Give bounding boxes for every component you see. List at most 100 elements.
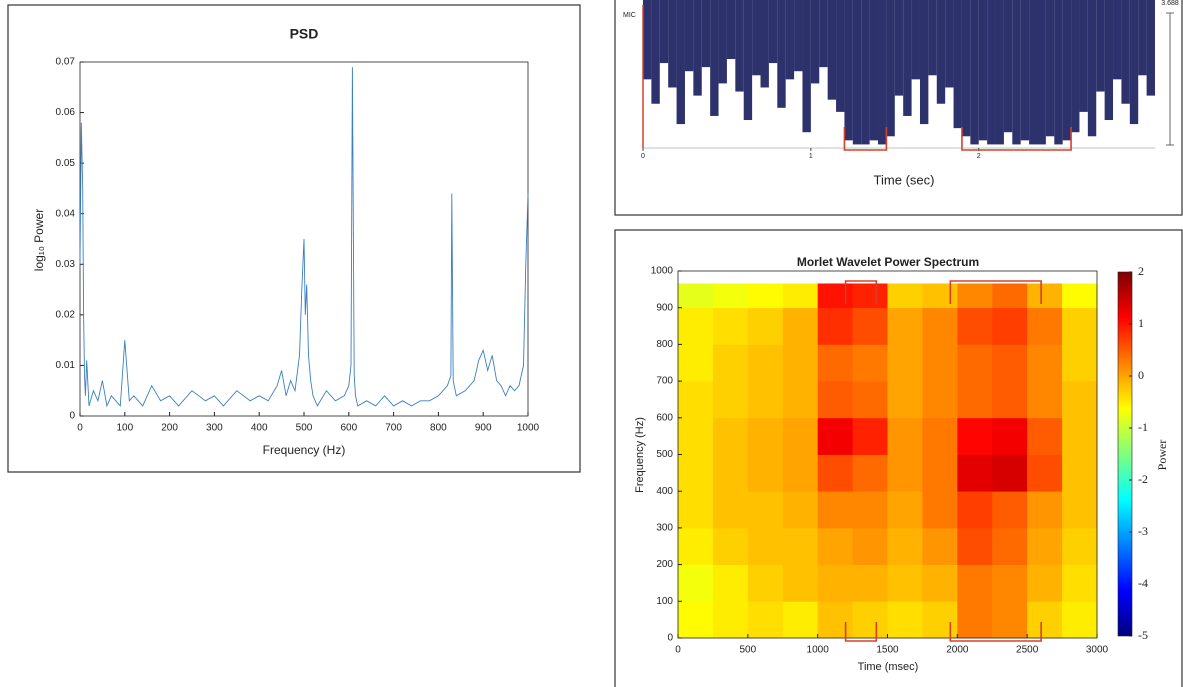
heat-cell (922, 381, 958, 419)
heat-cell (1027, 381, 1063, 419)
heat-cell (852, 307, 888, 345)
heat-cell (1027, 307, 1063, 345)
heat-cell (992, 283, 1028, 309)
waveform-bar (676, 0, 685, 125)
waveform-bar (819, 0, 828, 68)
heat-cell (852, 491, 888, 529)
y-tick-label: 700 (656, 376, 673, 387)
waveform-bar (726, 0, 736, 60)
psd-title: PSD (290, 26, 319, 42)
waveform-bar (1096, 0, 1105, 92)
heat-cell (887, 601, 923, 639)
region-bracket (844, 280, 878, 304)
heat-cell (712, 454, 749, 492)
waveform-bar (919, 0, 929, 125)
x-tick-label: 2000 (946, 645, 969, 656)
heat-cell (922, 307, 958, 345)
heat-cell (747, 417, 784, 455)
heat-cell (922, 491, 958, 529)
x-tick-label: 2 (977, 153, 981, 160)
heat-cell (852, 527, 888, 565)
waveform-bar (760, 0, 769, 88)
heat-cell (852, 564, 888, 602)
heat-cell (782, 601, 819, 639)
colorbar-tick-label: -5 (1138, 628, 1148, 642)
y-tick-label: 300 (656, 523, 673, 534)
heat-cell (922, 344, 958, 382)
heat-cell (1062, 564, 1098, 602)
heat-cell (712, 381, 749, 419)
heat-cell (1062, 307, 1098, 345)
x-tick-label: 500 (739, 645, 756, 656)
y-tick-label: 0 (69, 411, 75, 422)
y-tick-label: 800 (656, 339, 673, 350)
y-tick-label: 200 (656, 559, 673, 570)
heat-cell (992, 454, 1028, 492)
channel-label: MIC (623, 12, 636, 19)
heat-cell (678, 283, 714, 309)
waveform-bar (743, 0, 753, 121)
waveform-bar (1037, 0, 1046, 145)
heat-cell (712, 491, 749, 529)
waveform-bar (802, 0, 811, 133)
heat-cell (747, 601, 784, 639)
y-tick-label: 0.07 (56, 57, 76, 68)
colorbar-tick-label: -1 (1138, 420, 1148, 434)
heat-cell (992, 417, 1028, 455)
waveform-bar (1071, 0, 1080, 133)
heat-cell (678, 344, 714, 382)
heat-cell (782, 344, 819, 382)
heat-cell (817, 307, 853, 345)
heat-cell (1062, 283, 1098, 309)
region-bracket (844, 622, 878, 642)
colorbar-tick-label: -2 (1138, 472, 1148, 486)
waveform-bar (777, 0, 786, 108)
heat-cell (992, 307, 1028, 345)
waveform-bar (1079, 0, 1088, 112)
waveform-bar (668, 0, 677, 88)
heat-cell (852, 344, 888, 382)
heat-cell (678, 491, 714, 529)
heat-cell (747, 344, 784, 382)
colorbar-label: Power (1155, 440, 1169, 471)
heat-cell (852, 381, 888, 419)
waveform-bar (886, 0, 895, 137)
waveform-bar (710, 0, 719, 116)
heat-cell (817, 344, 853, 382)
heat-cell (1027, 564, 1063, 602)
region-bracket (843, 127, 888, 151)
heat-cell (1027, 454, 1063, 492)
region-bracket (961, 127, 1072, 151)
heat-cell (678, 381, 714, 419)
waveform-bar (752, 0, 761, 76)
heat-cell (1062, 491, 1098, 529)
waveform-bar (735, 0, 744, 92)
y-tick-label: 0.02 (56, 309, 76, 320)
heat-cell (782, 491, 819, 529)
y-tick-label: 0.06 (56, 107, 76, 118)
waveform-bar (1062, 0, 1072, 141)
y-tick-label: 500 (656, 449, 673, 460)
heat-cell (852, 417, 888, 455)
y-tick-label: 0.03 (56, 259, 76, 270)
waveform-bar (936, 0, 946, 104)
psd-panel (7, 4, 581, 473)
heat-cell (782, 564, 819, 602)
waveform-bar (1029, 0, 1038, 145)
spectrogram-y-label: Frequency (Hz) (634, 417, 646, 493)
heat-cell (992, 381, 1028, 419)
heat-cell (957, 307, 993, 345)
colorbar (1117, 271, 1133, 637)
heat-cell (1027, 601, 1063, 639)
y-tick-label: 0.04 (56, 208, 76, 219)
psd-x-label: Frequency (Hz) (263, 443, 346, 457)
waveform-bar (878, 0, 887, 145)
heat-cell (922, 564, 958, 602)
heat-cell (817, 491, 853, 529)
waveform-bar (894, 0, 904, 96)
heat-cell (957, 454, 993, 492)
heat-cell (957, 381, 993, 419)
heat-cell (747, 283, 784, 309)
spectrogram-title: Morlet Wavelet Power Spectrum (797, 255, 979, 269)
heat-cell (887, 454, 923, 492)
